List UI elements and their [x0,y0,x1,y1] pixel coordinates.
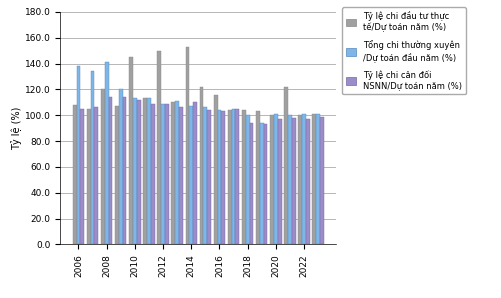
Bar [305,119,309,244]
Bar [284,87,288,244]
Bar [241,110,245,244]
Bar [277,119,281,244]
Bar [256,111,260,244]
Bar [108,97,112,244]
Bar [147,98,151,244]
Y-axis label: Tỷ lệ (%): Tỷ lệ (%) [11,106,22,150]
Bar [260,123,263,244]
Bar [207,110,210,244]
Bar [288,115,291,244]
Bar [189,106,193,244]
Bar [105,62,108,244]
Bar [94,108,98,244]
Bar [119,89,122,244]
Bar [133,98,136,244]
Bar [122,97,126,244]
Bar [316,114,319,244]
Bar [245,115,249,244]
Bar [227,110,231,244]
Bar [298,115,302,244]
Bar [193,102,196,244]
Bar [161,104,165,244]
Bar [249,123,253,244]
Bar [179,108,182,244]
Legend: Tỷ lệ chi đầu tư thực
tế/Dự toán năm (%), Tổng chi thường xuyên
/Dự toán đầu năm: Tỷ lệ chi đầu tư thực tế/Dự toán năm (%)… [341,7,465,94]
Bar [217,110,221,244]
Bar [87,109,91,244]
Bar [291,118,295,244]
Bar [175,101,179,244]
Bar [73,105,77,244]
Bar [319,117,323,244]
Bar [263,124,267,244]
Bar [312,114,316,244]
Bar [151,104,154,244]
Bar [129,57,133,244]
Bar [91,71,94,244]
Bar [274,114,277,244]
Bar [136,100,140,244]
Bar [199,87,203,244]
Bar [203,108,207,244]
Bar [143,98,147,244]
Bar [171,102,175,244]
Bar [101,89,105,244]
Bar [231,109,235,244]
Bar [80,109,84,244]
Bar [302,114,305,244]
Bar [221,111,224,244]
Bar [77,66,80,244]
Bar [115,106,119,244]
Bar [270,115,274,244]
Bar [165,104,168,244]
Bar [157,51,161,244]
Bar [213,94,217,244]
Bar [235,109,239,244]
Bar [185,47,189,244]
